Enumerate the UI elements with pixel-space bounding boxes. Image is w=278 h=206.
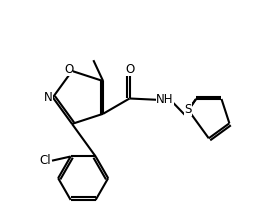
Text: NH: NH <box>156 93 173 106</box>
Text: S: S <box>184 103 192 116</box>
Text: Cl: Cl <box>39 154 51 167</box>
Text: O: O <box>125 63 134 76</box>
Text: O: O <box>64 63 73 76</box>
Text: N: N <box>44 91 53 104</box>
